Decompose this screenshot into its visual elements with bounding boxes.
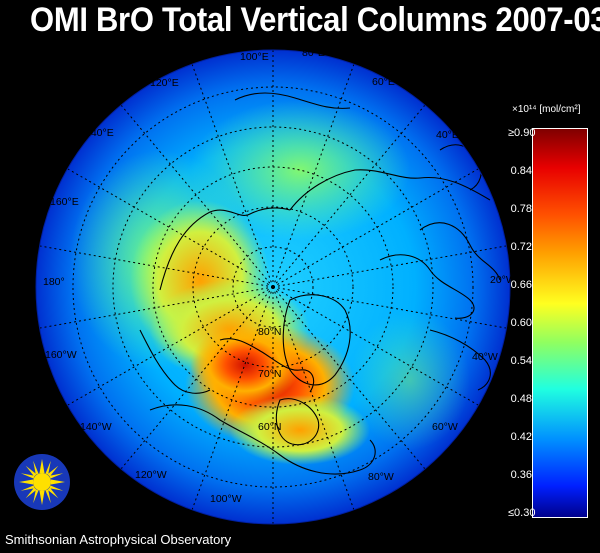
colorbar-tick: ≤0.30 [508,507,536,519]
sun-logo-icon [14,454,70,510]
lat-label: 60°N [258,421,281,433]
lon-label: 100°E [240,51,269,63]
globe-outline [35,49,511,525]
colorbar-units: ×10¹⁴ [mol/cm²] [512,104,581,115]
colorbar-tick: 0.66 [510,279,532,291]
field-warm-hudson [230,395,370,465]
colorbar-tick: 0.54 [510,355,532,367]
coast-europe [379,254,475,319]
lon-label: 160°W [45,349,77,361]
colorbar-tick: 0.36 [510,469,532,481]
coast-alaska [139,329,211,394]
colorbar-tick: 0.48 [510,393,532,405]
field-green-north [190,100,410,240]
lon-label: 40°W [472,351,498,363]
coast-china [234,92,351,109]
lon-label: 100°W [210,493,242,505]
lon-label: 160°E [50,196,79,208]
lon-label: 80°W [368,471,394,483]
colorbar-tick: 0.84 [510,165,532,177]
lon-label: 120°E [150,77,179,89]
lon-label: 180° [43,276,65,288]
coast-hudson-bay [275,398,320,446]
lon-label: 80°E [302,47,325,59]
coastlines [139,92,501,475]
credit-text: Smithsonian Astrophysical Observatory [5,532,232,547]
colorbar-tick: 0.78 [510,203,532,215]
coast-scandinavia [419,222,501,281]
lat-label: 80°N [258,326,281,338]
coast-greenland [282,294,351,386]
coast-africa-north [429,329,491,391]
lat-label: 70°N [258,368,281,380]
lon-label: 40°E [436,129,459,141]
lon-label: 140°E [85,127,114,139]
colorbar-tick: 0.60 [510,317,532,329]
coast-eurasia-north [289,169,491,211]
lon-label: 60°E [372,76,395,88]
coast-north-america [149,404,376,475]
colorbar-tick: 0.42 [510,431,532,443]
lon-label: 120°W [135,469,167,481]
colorbar-tick: ≥0.90 [508,127,536,139]
colorbar-tick: 0.72 [510,241,532,253]
lon-label: 20°W [490,274,516,286]
colorbar [532,128,588,518]
lon-label: 140°W [80,421,112,433]
coast-canada-archipelago [219,338,315,393]
lon-label: 60°W [432,421,458,433]
coast-siberia [159,207,291,291]
map-title: OMI BrO Total Vertical Columns 2007-03- [30,0,600,39]
